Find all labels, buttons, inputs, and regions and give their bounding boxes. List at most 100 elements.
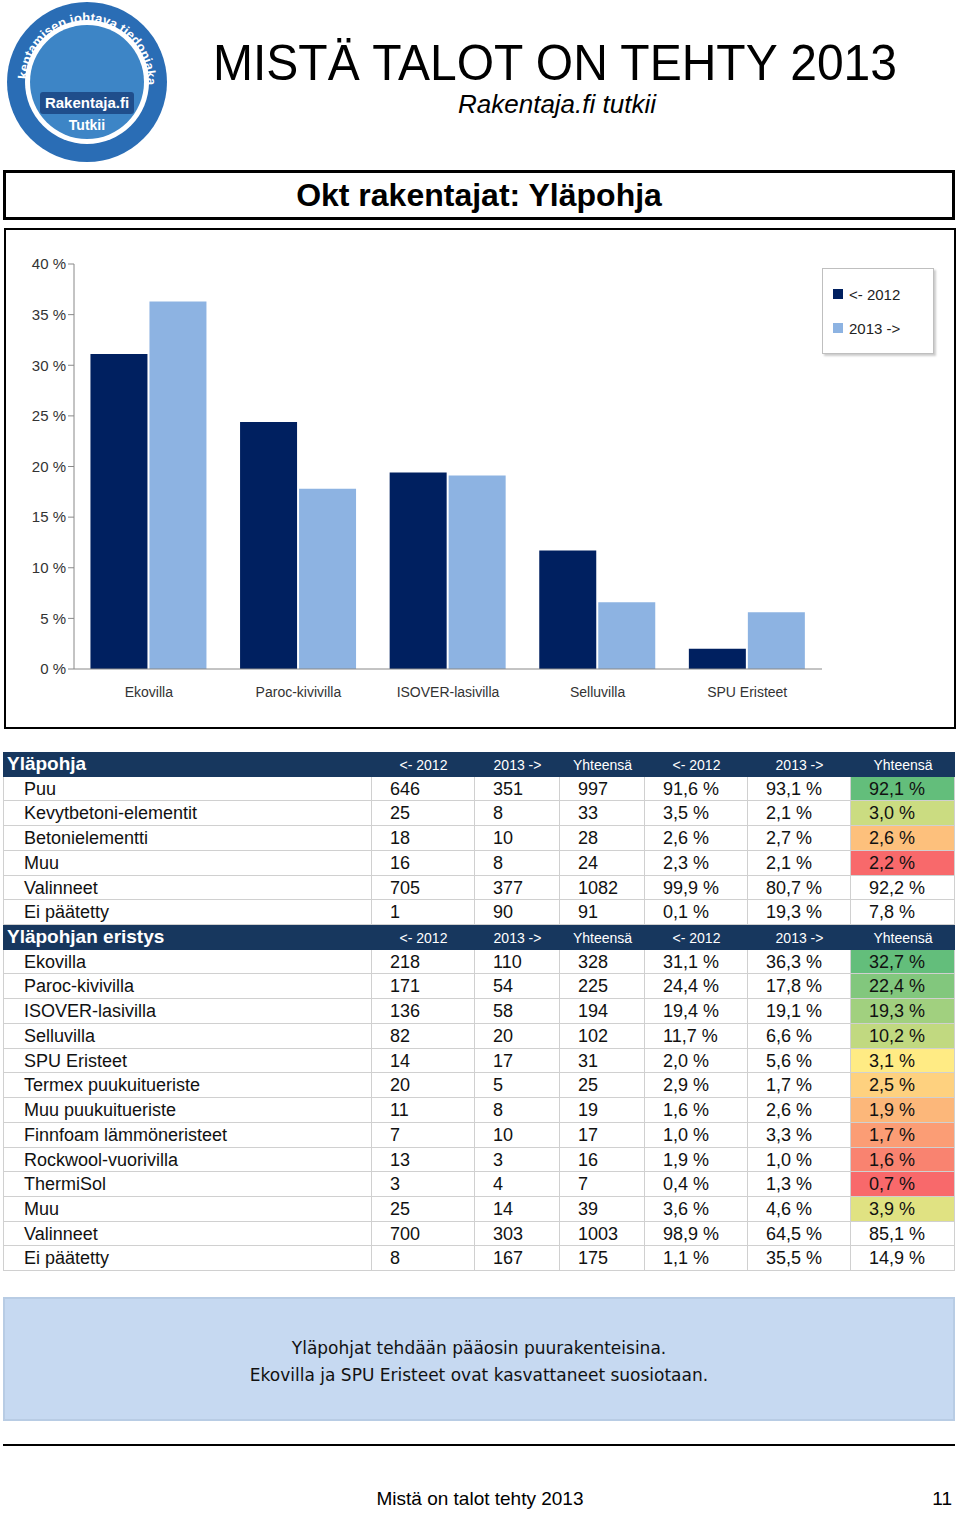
html-text:2,1 %: 2,1 % [766, 803, 812, 824]
html-text:7,8 %: 7,8 % [869, 902, 915, 923]
html-text:136: 136 [390, 1001, 420, 1022]
html-text:2,5 %: 2,5 % [869, 1075, 915, 1096]
html-text:2,6 %: 2,6 % [766, 1100, 812, 1121]
html-text:Yläpohja: Yläpohja [7, 753, 87, 774]
html-text:2,3 %: 2,3 % [663, 852, 709, 873]
svg-text:Ekovilla: Ekovilla [125, 684, 173, 700]
html-text:19,4 %: 19,4 % [663, 1001, 719, 1022]
html-text:351: 351 [493, 778, 523, 799]
html-text:110: 110 [493, 951, 522, 972]
html-text:Betonielementti: Betonielementti [24, 828, 149, 849]
html-text:Yläpohjan eristys: Yläpohjan eristys [7, 926, 165, 947]
html-text:2,7 %: 2,7 % [766, 828, 812, 849]
html-text:Paroc-kivivilla: Paroc-kivivilla [24, 976, 134, 997]
svg-text:Rakentaja.fi: Rakentaja.fi [45, 94, 129, 111]
html-text:0,1 %: 0,1 % [663, 902, 709, 923]
html-text:Puu: Puu [24, 778, 56, 799]
html-text:1,6 %: 1,6 % [663, 1100, 709, 1121]
html-text:2,2 %: 2,2 % [869, 852, 915, 873]
svg-text:35 %: 35 % [32, 306, 66, 323]
html-text:19,1 %: 19,1 % [766, 1001, 822, 1022]
html-text:1,9 %: 1,9 % [869, 1100, 915, 1121]
html-text:1,0 %: 1,0 % [663, 1124, 709, 1145]
html-text:22,4 %: 22,4 % [869, 976, 925, 997]
html-text:91,6 %: 91,6 % [663, 778, 719, 799]
html-text:328: 328 [578, 951, 608, 972]
html-text:3,5 %: 3,5 % [663, 803, 709, 824]
html-text:Muu puukuitueriste: Muu puukuitueriste [24, 1100, 177, 1121]
html-text:32,7 %: 32,7 % [869, 951, 925, 972]
html-text:225: 225 [578, 976, 608, 997]
html-text:Muu: Muu [24, 852, 59, 873]
html-text:36,3 %: 36,3 % [766, 951, 822, 972]
html-text:705: 705 [390, 877, 420, 898]
svg-text:20 %: 20 % [32, 458, 66, 475]
html-text:102: 102 [578, 1025, 608, 1046]
html-text:1082: 1082 [578, 877, 618, 898]
html-text:Finnfoam lämmöneristeet: Finnfoam lämmöneristeet [24, 1124, 228, 1145]
html-text:19,3 %: 19,3 % [766, 902, 822, 923]
html-text:1,6 %: 1,6 % [869, 1149, 915, 1170]
html-text:1,7 %: 1,7 % [869, 1124, 915, 1145]
html-text:171: 171 [390, 976, 420, 997]
html-text:SPU Eristeet: SPU Eristeet [24, 1050, 127, 1071]
html-text:2,1 %: 2,1 % [766, 852, 812, 873]
html-text:ThermiSol: ThermiSol [24, 1174, 106, 1195]
html-text:Ei päätetty: Ei päätetty [24, 902, 110, 923]
svg-text:0 %: 0 % [40, 660, 66, 677]
html-text:646: 646 [390, 778, 420, 799]
svg-text:MISTÄ TALOT ON TEHTY 2013: MISTÄ TALOT ON TEHTY 2013 [213, 35, 897, 91]
svg-text:30 %: 30 % [32, 357, 66, 374]
html-text:5,6 %: 5,6 % [766, 1050, 812, 1071]
svg-text:Selluvilla: Selluvilla [570, 684, 625, 700]
svg-text:Tutkii: Tutkii [69, 117, 105, 133]
html-text:3,1 %: 3,1 % [869, 1050, 915, 1071]
svg-text:Paroc-kivivilla: Paroc-kivivilla [256, 684, 342, 700]
html-text:10,2 %: 10,2 % [869, 1025, 925, 1046]
html-text:2,6 %: 2,6 % [869, 828, 915, 849]
html-text:ISOVER-lasivilla: ISOVER-lasivilla [24, 1001, 156, 1022]
html-text:2,9 %: 2,9 % [663, 1075, 709, 1096]
svg-text:15 %: 15 % [32, 508, 66, 525]
html-text:Rockwool-vuorivilla: Rockwool-vuorivilla [24, 1149, 178, 1170]
html-text:Selluvilla: Selluvilla [24, 1025, 95, 1046]
html-text:80,7 %: 80,7 % [766, 877, 822, 898]
html-text:11,7 %: 11,7 % [663, 1025, 718, 1046]
html-text:1,0 %: 1,0 % [766, 1149, 812, 1170]
html-text:Termex puukuitueriste: Termex puukuitueriste [24, 1075, 201, 1096]
html-text:0,7 %: 0,7 % [869, 1174, 915, 1195]
svg-text:ISOVER-lasivilla: ISOVER-lasivilla [397, 684, 500, 700]
html-text:1,3 %: 1,3 % [766, 1174, 812, 1195]
html-text:2,6 %: 2,6 % [663, 828, 709, 849]
html-text:19,3 %: 19,3 % [869, 1001, 925, 1022]
svg-text:SPU Eristeet: SPU Eristeet [707, 684, 787, 700]
html-text:997: 997 [578, 778, 608, 799]
html-text:0,4 %: 0,4 % [663, 1174, 709, 1195]
html-text:17,8 %: 17,8 % [766, 976, 822, 997]
html-text:3,0 %: 3,0 % [869, 803, 915, 824]
html-text:24,4 %: 24,4 % [663, 976, 719, 997]
html-text:31,1 %: 31,1 % [663, 951, 719, 972]
html-text:Kevytbetoni-elementit: Kevytbetoni-elementit [24, 803, 198, 824]
html-text:1,7 %: 1,7 % [766, 1075, 812, 1096]
html-text:377: 377 [493, 877, 523, 898]
html-text:Ekovilla: Ekovilla [24, 951, 86, 972]
svg-text:40 %: 40 % [32, 255, 66, 272]
html-text:218: 218 [390, 951, 420, 972]
html-text:194: 194 [578, 1001, 608, 1022]
svg-text:10 %: 10 % [32, 559, 66, 576]
html-text:6,6 %: 6,6 % [766, 1025, 812, 1046]
svg-text:Rakentamisen johtava tiedonjak: Rakentamisen johtava tiedonjakaja [8, 0, 159, 86]
html-text:2,0 %: 2,0 % [663, 1050, 709, 1071]
svg-text:5 %: 5 % [40, 610, 66, 627]
svg-text:Rakentaja.fi tutkii: Rakentaja.fi tutkii [458, 89, 657, 119]
html-text:92,1 %: 92,1 % [869, 778, 925, 799]
svg-text:25 %: 25 % [32, 407, 66, 424]
html-text:93,1 %: 93,1 % [766, 778, 822, 799]
html-text:Valinneet: Valinneet [24, 877, 98, 898]
html-text:Okt rakentajat: Yläpohja: Okt rakentajat: Yläpohja [296, 177, 662, 213]
html-text:1,9 %: 1,9 % [663, 1149, 709, 1170]
html-text:3,3 %: 3,3 % [766, 1124, 812, 1145]
html-text:92,2 %: 92,2 % [869, 877, 925, 898]
html-text:99,9 %: 99,9 % [663, 877, 719, 898]
